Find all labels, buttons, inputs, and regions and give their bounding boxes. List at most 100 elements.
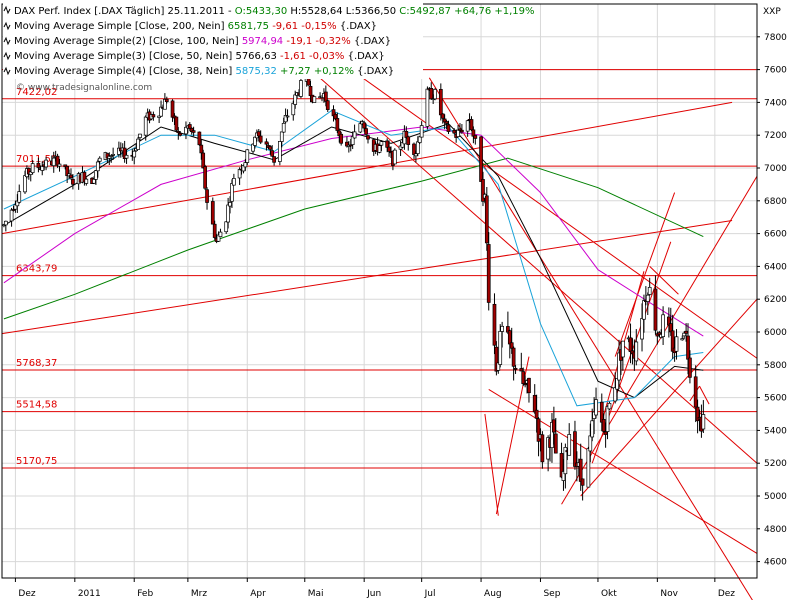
candle-body (63, 164, 68, 168)
candle (680, 335, 685, 341)
candle (500, 321, 504, 348)
candle-body (425, 88, 430, 127)
moving-average-line (3, 110, 704, 407)
grid (2, 4, 757, 578)
moving-average-line (3, 157, 704, 320)
quote-segment: C:5492,87 +64,76 +1,19% (396, 6, 534, 17)
candle-body (601, 419, 606, 432)
candle (473, 135, 478, 145)
candle-body (379, 141, 384, 146)
candle-body (3, 220, 8, 226)
candle-body (578, 458, 583, 482)
y-tick-label: 6800 (764, 197, 787, 207)
x-tick-label: Jul (424, 589, 436, 599)
candle (352, 124, 357, 139)
candle (136, 136, 140, 150)
candle-body (523, 383, 527, 386)
candle (272, 156, 276, 166)
candle-body (174, 116, 179, 131)
indicator-line-icon (3, 51, 11, 61)
candle-body (187, 124, 192, 129)
candle (534, 394, 539, 433)
candle-body (484, 195, 489, 244)
candle-body (51, 157, 56, 167)
candle (460, 124, 464, 134)
candle-body (527, 377, 531, 394)
x-tick-label: Dez (18, 589, 35, 599)
candle-body (412, 143, 416, 155)
candle-body (97, 157, 102, 162)
candle-body (494, 346, 499, 372)
candle-body (364, 128, 368, 135)
candle (392, 148, 397, 165)
candle-body (460, 129, 464, 133)
candle-body (256, 131, 261, 137)
x-tick-label: Jun (366, 589, 381, 599)
candle (573, 420, 577, 470)
candle-body (492, 303, 497, 346)
candle (82, 170, 87, 186)
candle-body (392, 149, 397, 165)
trendline (580, 298, 758, 497)
candle (567, 423, 572, 456)
x-tick-label: Sep (543, 589, 560, 599)
x-tick-label: Aug (484, 589, 502, 599)
candle-body (366, 135, 370, 140)
candle (438, 83, 443, 121)
candle (419, 121, 424, 138)
candle-body (293, 94, 298, 105)
candle (481, 171, 485, 207)
candle-body (500, 325, 504, 332)
indicator-value: 6581,75 (228, 21, 269, 32)
candle-body (419, 125, 424, 138)
candle-body (511, 347, 516, 367)
candle (325, 99, 330, 113)
level-label: 5768,37 (16, 358, 57, 369)
candle (270, 145, 275, 157)
candle-body (674, 336, 679, 352)
x-tick-label: Dez (718, 589, 735, 599)
quote-segment: O:5433,30 (235, 6, 287, 17)
candle (159, 100, 163, 117)
candle-body (36, 162, 41, 168)
candle-body (268, 146, 273, 150)
x-tick-label: Apr (250, 589, 266, 599)
candle-body (404, 130, 409, 138)
candle (693, 365, 698, 423)
y-tick-label: 5400 (764, 426, 787, 436)
candle-body (603, 431, 608, 435)
indicator-symbol: {.DAX} (354, 36, 391, 47)
candle-body (580, 478, 585, 486)
candle (187, 122, 192, 131)
candle-body (124, 154, 129, 159)
candle-body (348, 144, 353, 147)
candle-body (92, 178, 96, 184)
candle-body (230, 183, 234, 202)
candle-body (553, 433, 558, 454)
level-label: 5170,75 (16, 456, 57, 467)
candle (278, 141, 282, 166)
trendline (292, 28, 758, 359)
candle-body (264, 141, 269, 145)
candle (163, 93, 167, 110)
level-label: 7011,59 (16, 154, 57, 165)
candle-body (385, 140, 390, 148)
candle-body (232, 178, 236, 186)
candle (84, 177, 89, 186)
indicator-line-icon (3, 21, 11, 31)
candle (285, 109, 290, 122)
indicator-change: -9,61 -0,15% (269, 21, 340, 32)
candle (245, 149, 250, 166)
candle-body (456, 129, 460, 137)
candle-body (586, 448, 591, 488)
candle-body (44, 159, 48, 168)
candle (469, 116, 474, 132)
candle-body (132, 150, 137, 158)
trendline (614, 192, 676, 357)
candle (212, 220, 217, 240)
trendline (488, 388, 758, 554)
candle (178, 130, 183, 137)
candle-body (159, 106, 163, 117)
candle-body (607, 402, 612, 410)
